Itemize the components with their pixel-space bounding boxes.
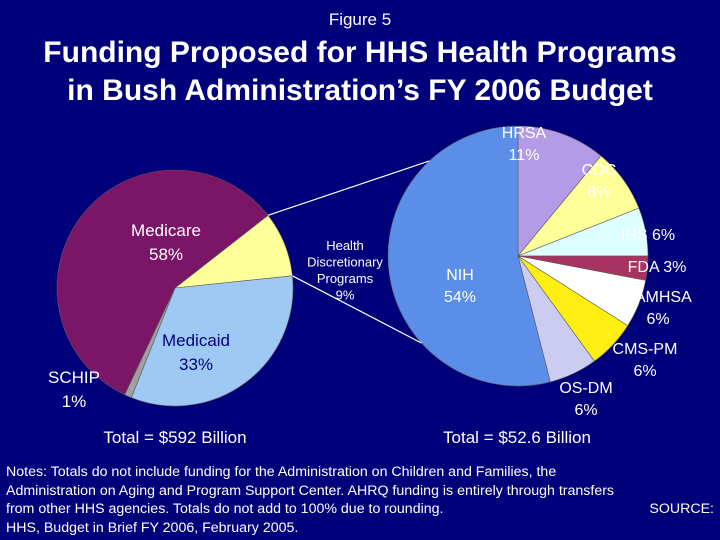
label-medicaid: Medicaid 33% (162, 331, 230, 374)
notes-source-label: SOURCE: (649, 501, 714, 517)
connector-line-top (267, 160, 430, 216)
notes-line-4: HHS, Budget in Brief FY 2006, February 2… (6, 519, 299, 536)
label-ihs: IHS 6% (621, 227, 675, 244)
notes-line-1: Notes: Totals do not include funding for… (6, 464, 557, 480)
label-cdc: CDC 8% (582, 162, 617, 201)
pie-total-budget (56, 169, 294, 407)
label-total-left: Total = $592 Billion (103, 428, 246, 447)
label-samhsa: SAMHSA 6% (624, 289, 692, 328)
slice-medicare (56, 169, 269, 396)
notes-line-3: from other HHS agencies. Totals do not a… (6, 500, 714, 519)
label-fda: FDA 3% (628, 259, 687, 276)
label-total-right: Total = $52.6 Billion (443, 428, 591, 447)
label-os-dm: OS-DM 6% (559, 380, 612, 419)
notes-line-3-text: from other HHS agencies. Totals do not a… (6, 501, 444, 517)
slice-nih (387, 125, 551, 387)
notes-line-2: Administration on Aging and Program Supp… (6, 482, 615, 499)
label-schip: SCHIP 1% (48, 368, 100, 411)
slice-labels: Medicare 58% Medicaid 33% SCHIP 1% Health Discr… (48, 125, 692, 447)
label-hrsa: HRSA 11% (502, 125, 547, 164)
label-nih: NIH 54% (444, 267, 476, 306)
chart-title: Funding Proposed for HHS Health Programs… (0, 34, 720, 110)
chart-title-line-1: Funding Proposed for HHS Health Programs (43, 36, 677, 69)
label-medicare: Medicare 58% (131, 221, 201, 264)
label-cms-pm: CMS-PM 6% (613, 341, 678, 380)
slice-medicaid (130, 275, 294, 407)
connector-lines (267, 160, 430, 344)
slice-hrsa (517, 125, 602, 257)
connector-line-bottom (292, 275, 422, 344)
chart-notes: Notes: Totals do not include funding for… (6, 463, 714, 537)
label-discretionary: Health Discretionary Programs 9% (307, 238, 383, 303)
figure-label: Figure 5 (328, 10, 392, 29)
pie-discretionary-breakdown (387, 125, 649, 387)
pie-charts: Medicare 58% Medicaid 33% SCHIP 1% Health Discr… (48, 125, 692, 447)
chart-title-line-2: in Bush Administration’s FY 2006 Budget (67, 74, 653, 107)
